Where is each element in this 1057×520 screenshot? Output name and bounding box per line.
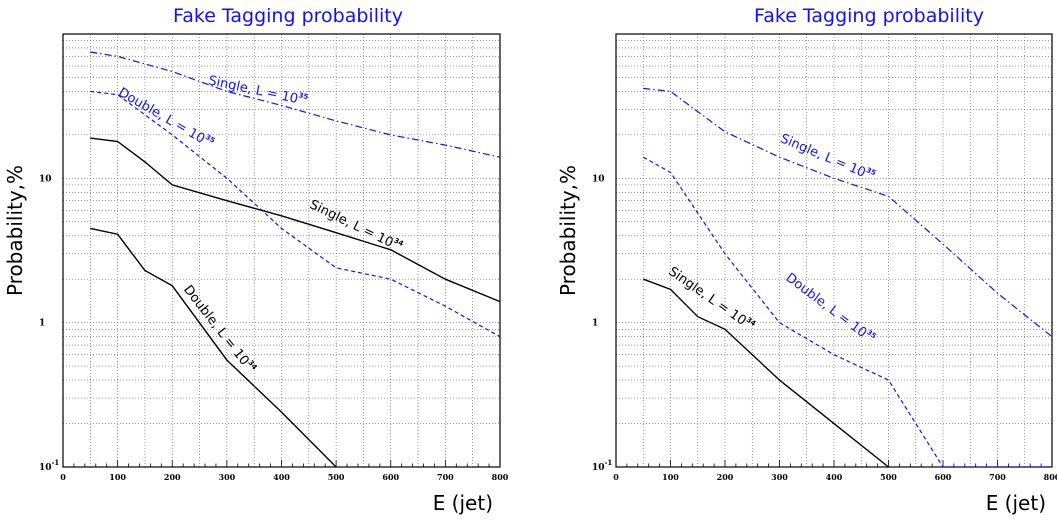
- grid: [63, 34, 500, 467]
- y-axis-label: Probability,%: [556, 165, 580, 296]
- x-tick-label: 400: [826, 472, 843, 482]
- y-tick-label: 10: [39, 174, 52, 184]
- chart-panel-2: 0 100 200 300 400 500 600 700 800 10 1 10-1 Fake Tag…: [556, 5, 1057, 515]
- curve-annotation: Single, L = 1035: [778, 130, 877, 184]
- series-line-3: [643, 278, 889, 468]
- curve-annotation: Double, L = 1035: [783, 270, 878, 347]
- x-tick-label: 100: [662, 472, 679, 482]
- chart-title: Fake Tagging probability: [754, 5, 984, 27]
- y-tick-label: 10: [592, 174, 605, 184]
- x-tick-label: 500: [328, 472, 345, 482]
- x-tick-label: 700: [437, 472, 454, 482]
- y-tick-label: 10-1: [592, 458, 612, 473]
- curve-annotation: Single, L = 1035: [207, 72, 309, 109]
- series-line-3: [90, 137, 501, 303]
- chart-title: Fake Tagging probability: [173, 5, 403, 27]
- x-tick-label: 800: [1044, 472, 1057, 482]
- x-tick-label: 600: [382, 472, 399, 482]
- series-line-2: [643, 156, 1052, 468]
- curve-annotation: Single, L = 1034: [307, 197, 405, 256]
- x-tick-label: 0: [613, 472, 619, 482]
- curve-annotation: Double, L = 1035: [116, 84, 217, 151]
- grid: [616, 34, 1052, 467]
- x-tick-label: 500: [880, 472, 897, 482]
- x-tick-label: 400: [273, 472, 290, 482]
- x-tick-label: 300: [771, 472, 788, 482]
- x-tick-label: 200: [164, 472, 181, 482]
- x-tick-label: 0: [60, 472, 66, 482]
- x-tick-label: 600: [935, 472, 952, 482]
- x-tick-label: 200: [717, 472, 734, 482]
- y-tick-label: 1: [39, 319, 45, 329]
- x-tick-label: 100: [109, 472, 126, 482]
- y-axis-label: Probability,%: [3, 165, 27, 296]
- x-tick-label: 800: [492, 472, 509, 482]
- y-tick-label: 10-1: [39, 458, 59, 473]
- series-line-1: [90, 51, 501, 158]
- series-line-2: [90, 90, 501, 338]
- x-tick-label: 700: [989, 472, 1006, 482]
- x-tick-label: 300: [219, 472, 236, 482]
- x-axis-label: E (jet): [433, 491, 493, 515]
- chart-panel-1: 0 100 200 300 400 500 600 700 800 10 1 10-1 Fake Tag…: [3, 5, 509, 515]
- x-axis-label: E (jet): [986, 491, 1046, 515]
- series-line-4: [90, 227, 337, 468]
- series-line-1: [643, 87, 1053, 338]
- y-tick-label: 1: [592, 319, 598, 329]
